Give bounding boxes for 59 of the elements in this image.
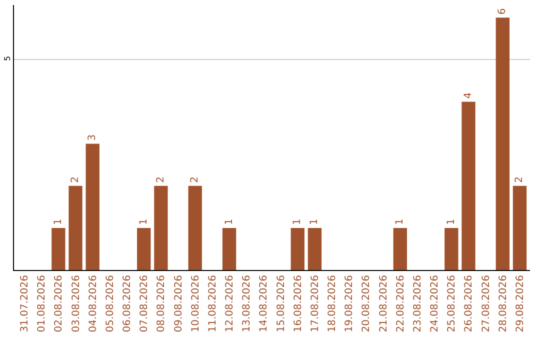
data-label: 2	[190, 176, 201, 183]
x-tick-label: 11.08.2026	[207, 275, 218, 332]
data-label: 1	[309, 218, 320, 225]
bar	[188, 186, 202, 270]
x-tick-label: 16.08.2026	[292, 275, 304, 332]
x-tick-label: 18.08.2026	[327, 275, 338, 332]
x-tick-label: 04.08.2026	[88, 275, 99, 332]
data-label: 4	[462, 92, 474, 99]
data-label: 1	[394, 218, 406, 225]
x-tick-label: 07.08.2026	[139, 275, 150, 332]
data-label: 2	[70, 176, 82, 183]
bar	[222, 228, 236, 270]
bar	[308, 228, 322, 270]
x-tick-label: 22.08.2026	[395, 275, 406, 332]
bar	[154, 186, 168, 270]
bar	[462, 102, 476, 270]
x-tick-label: 14.08.2026	[258, 275, 270, 332]
x-tick-label: 03.08.2026	[70, 275, 82, 332]
x-tick-label: 28.08.2026	[498, 275, 509, 332]
data-label: 2	[514, 176, 526, 183]
data-label: 1	[292, 218, 304, 225]
bar	[290, 228, 304, 270]
bar	[393, 228, 407, 270]
x-tick-label: 10.08.2026	[190, 275, 202, 332]
x-tick-label: 26.08.2026	[464, 275, 475, 332]
bar	[137, 228, 151, 270]
x-tick-label: 19.08.2026	[344, 275, 356, 332]
x-tick-label: 08.08.2026	[156, 275, 168, 332]
data-label: 1	[446, 218, 457, 225]
x-tick-label: 20.08.2026	[361, 275, 372, 332]
x-tick-label: 27.08.2026	[480, 275, 492, 332]
x-tick-label: 13.08.2026	[242, 275, 253, 332]
x-tick-label: 23.08.2026	[412, 275, 424, 332]
data-label: 1	[138, 218, 150, 225]
x-tick-label: 24.08.2026	[430, 275, 441, 332]
y-tick-label: 5	[2, 56, 12, 62]
bar	[512, 186, 527, 270]
bar	[52, 228, 66, 270]
data-label: 3	[87, 134, 98, 141]
x-tick-label: 02.08.2026	[54, 275, 65, 332]
x-tick-label: 12.08.2026	[224, 275, 236, 332]
data-label: 6	[497, 8, 508, 15]
x-tick-label: 06.08.2026	[122, 275, 134, 332]
bar	[86, 144, 100, 270]
data-label: 1	[224, 218, 235, 225]
bar	[68, 186, 82, 270]
x-tick-label: 09.08.2026	[173, 275, 184, 332]
data-label: 2	[155, 176, 166, 183]
bar	[444, 228, 458, 270]
x-tick-label: 25.08.2026	[446, 275, 458, 332]
bar	[496, 18, 510, 270]
x-tick-label: 29.08.2026	[515, 275, 526, 332]
x-tick-label: 05.08.2026	[104, 275, 116, 332]
x-tick-label: 15.08.2026	[276, 275, 287, 332]
x-tick-label: 01.08.2026	[36, 275, 48, 332]
x-tick-label: 21.08.2026	[378, 275, 390, 332]
x-tick-label: 17.08.2026	[310, 275, 321, 332]
x-tick-label: 31.07.2026	[20, 275, 30, 332]
data-label: 1	[52, 218, 64, 225]
